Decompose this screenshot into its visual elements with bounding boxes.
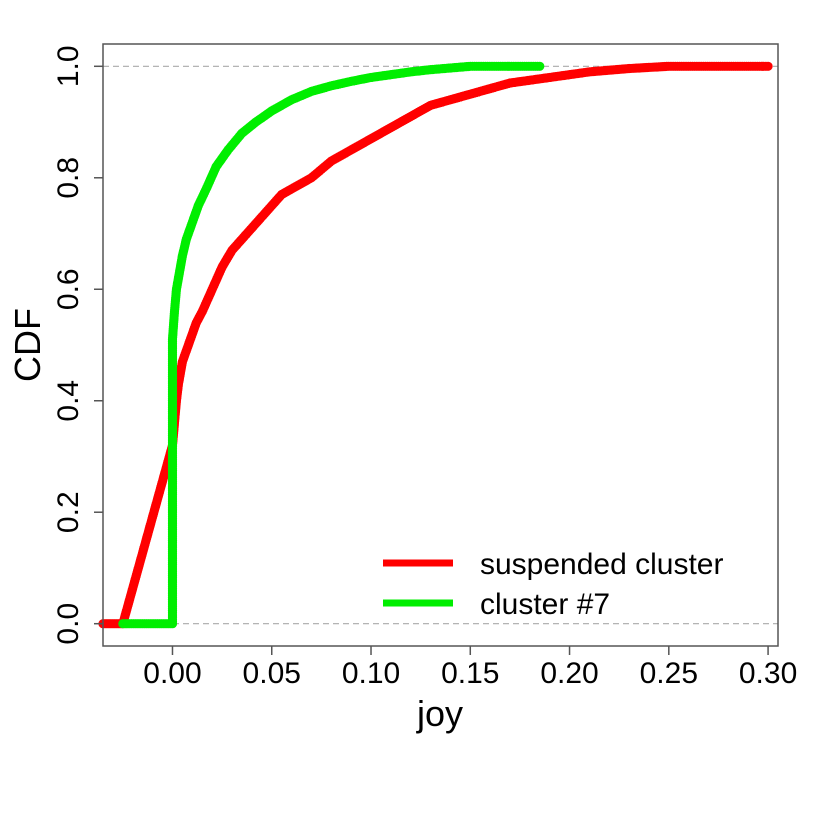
y-tick-label: 0.0	[52, 603, 85, 645]
x-tick-label: 0.10	[342, 657, 400, 690]
data-point	[535, 61, 545, 71]
x-tick-label: 0.30	[739, 657, 797, 690]
plot-frame	[102, 43, 779, 647]
y-tick-label: 0.4	[52, 380, 85, 422]
x-tick-label: 0.15	[441, 657, 499, 690]
reference-lines	[103, 65, 778, 625]
x-tick-label: 0.05	[243, 657, 301, 690]
x-tick-label: 0.20	[540, 657, 598, 690]
y-axis-title: CDF	[7, 308, 48, 382]
y-tick-label: 1.0	[52, 45, 85, 87]
data-markers	[98, 61, 773, 629]
legend: suspended cluster cluster #7	[383, 548, 724, 621]
x-axis: 0.00 0.05 0.10 0.15 0.20 0.25 0.30	[143, 646, 797, 690]
legend-label: suspended cluster	[480, 548, 724, 581]
y-tick-label: 0.2	[52, 491, 85, 533]
y-tick-label: 0.8	[52, 157, 85, 199]
x-tick-label: 0.00	[143, 657, 201, 690]
legend-label: cluster #7	[480, 588, 610, 621]
series-1-markers	[98, 61, 773, 629]
series-2-markers	[118, 61, 545, 629]
y-tick-label: 0.6	[52, 268, 85, 310]
x-tick-label: 0.25	[640, 657, 698, 690]
y-axis: 0.0 0.2 0.4 0.6 0.8 1.0	[52, 45, 103, 645]
data-point	[763, 61, 773, 71]
x-axis-title: joy	[416, 693, 463, 734]
